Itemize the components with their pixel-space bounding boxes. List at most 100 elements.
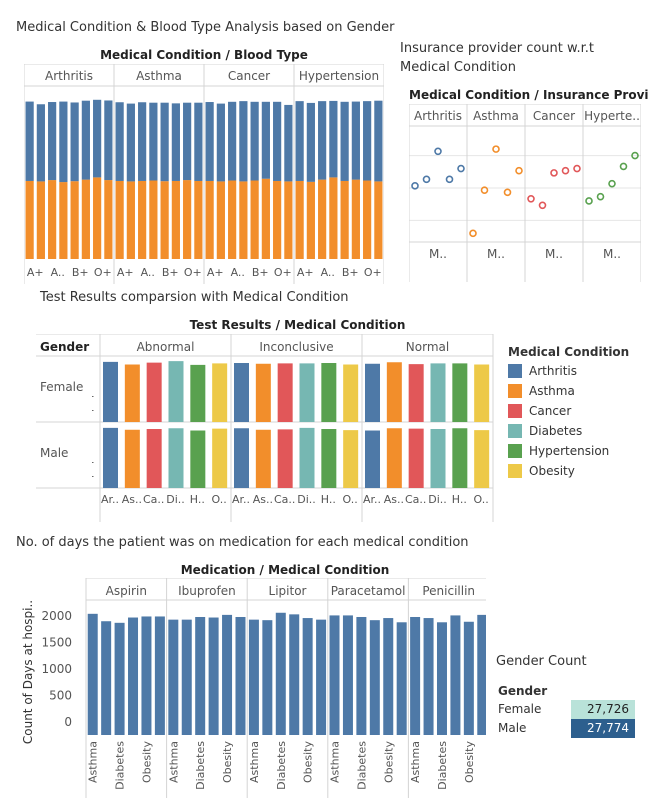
bar <box>452 428 468 488</box>
panel-label: Asthma <box>473 109 519 123</box>
x-tick-label: Obesity <box>221 741 234 784</box>
gender-label-female: Female <box>498 702 542 716</box>
bar-segment <box>138 180 147 259</box>
bar <box>235 616 246 735</box>
bar <box>208 617 219 735</box>
bar-segment <box>273 180 282 259</box>
legend-item[interactable]: Hypertension <box>508 443 609 459</box>
bar-segment <box>104 100 113 181</box>
legend-item[interactable]: Asthma <box>508 383 575 399</box>
bar <box>255 429 271 488</box>
x-tick-label: M.. <box>603 247 621 261</box>
bar <box>321 429 337 488</box>
bar <box>114 622 125 735</box>
tick-label: A+ <box>297 266 314 279</box>
bar <box>386 362 402 422</box>
scatter-point <box>561 166 570 175</box>
y-tick-label: 2000 <box>41 609 72 623</box>
bar <box>408 364 424 422</box>
bar <box>329 615 340 735</box>
bar-segment <box>329 177 338 259</box>
panel-label: Ibuprofen <box>178 584 236 598</box>
bar-segment <box>250 180 259 259</box>
x-tick-label: Diabetes <box>275 741 288 790</box>
tick-label: A+ <box>27 266 44 279</box>
bar <box>101 621 112 735</box>
bar-segment <box>329 100 338 178</box>
column-label: Inconclusive <box>259 340 333 354</box>
bar <box>474 364 490 422</box>
bar-segment <box>70 102 79 182</box>
tick-label: As.. <box>122 493 142 506</box>
bar <box>87 613 98 735</box>
bar <box>124 429 140 488</box>
bar <box>289 614 300 735</box>
bar-segment <box>183 102 192 181</box>
legend-item[interactable]: Arthritis <box>508 363 577 379</box>
bar <box>255 363 271 422</box>
column-label: Abnormal <box>137 340 195 354</box>
scatter-point <box>480 186 489 194</box>
bar <box>277 429 293 488</box>
bar-segment <box>239 181 248 259</box>
tick-label: A+ <box>207 266 224 279</box>
panel-label: Aspirin <box>106 584 147 598</box>
legend-title: Medical Condition <box>508 345 630 359</box>
panel-label: Hypertension <box>299 69 379 83</box>
legend-item[interactable]: Cancer <box>508 403 571 419</box>
bar-segment <box>306 102 315 182</box>
tick-label: O.. <box>212 493 227 506</box>
column-label: Normal <box>406 340 449 354</box>
insurance-chart-title-line2: Medical Condition <box>400 60 516 75</box>
bar <box>222 614 233 735</box>
bar <box>302 618 313 735</box>
bar-segment <box>318 101 327 180</box>
bar-segment <box>340 101 349 181</box>
panel-label: Hyperte.. <box>584 109 640 123</box>
tick-label: Ca.. <box>274 493 295 506</box>
bar-segment <box>216 181 225 259</box>
x-tick-label: Obesity <box>463 741 476 784</box>
insurance-chart-header: Medical Condition / Insurance Provider <box>409 88 649 102</box>
gender-count-table: Gender Female 27,726 Male 27,774 <box>494 682 635 738</box>
bar <box>141 616 152 735</box>
bar-segment <box>340 180 349 259</box>
bar <box>103 361 118 422</box>
tick-label: As.. <box>253 493 273 506</box>
tick-label: O+ <box>364 266 382 279</box>
blood-type-chart-title: Medical Condition & Blood Type Analysis … <box>16 20 395 35</box>
legend-swatch <box>508 404 522 418</box>
legend-item[interactable]: Obesity <box>508 463 575 479</box>
scatter-point <box>422 175 431 184</box>
x-tick-label: Diabetes <box>114 741 127 790</box>
bar <box>343 430 359 488</box>
bar-segment <box>93 99 102 178</box>
tick-label: H.. <box>190 493 205 506</box>
tick-label: A.. <box>231 266 245 279</box>
panel-label: Asthma <box>136 69 182 83</box>
tick-label: Ca.. <box>405 493 426 506</box>
legend-label: Diabetes <box>529 424 583 438</box>
bar-segment <box>183 180 192 259</box>
x-tick-label: Diabetes <box>194 741 207 790</box>
legend-item[interactable]: Diabetes <box>508 423 582 439</box>
tick-label: A.. <box>141 266 155 279</box>
bar <box>430 363 446 422</box>
bar <box>146 429 162 488</box>
bar <box>450 615 461 735</box>
bar <box>212 363 228 422</box>
bar-segment <box>284 181 293 259</box>
axis-tick <box>92 476 94 477</box>
tick-label: O+ <box>94 266 112 279</box>
x-tick-label: Asthma <box>409 741 422 783</box>
bar-segment <box>104 180 113 259</box>
scatter-point <box>619 162 628 171</box>
bar-segment <box>48 180 57 259</box>
scatter-point <box>585 197 593 205</box>
bar <box>369 620 380 735</box>
bar <box>410 616 421 735</box>
medication-chart-header: Medication / Medical Condition <box>180 563 390 577</box>
tick-label: B+ <box>72 266 89 279</box>
legend-label: Obesity <box>529 464 575 478</box>
medication-chart: 0 500 1000 1500 2000 Count of Days at hospi..… <box>21 578 486 798</box>
